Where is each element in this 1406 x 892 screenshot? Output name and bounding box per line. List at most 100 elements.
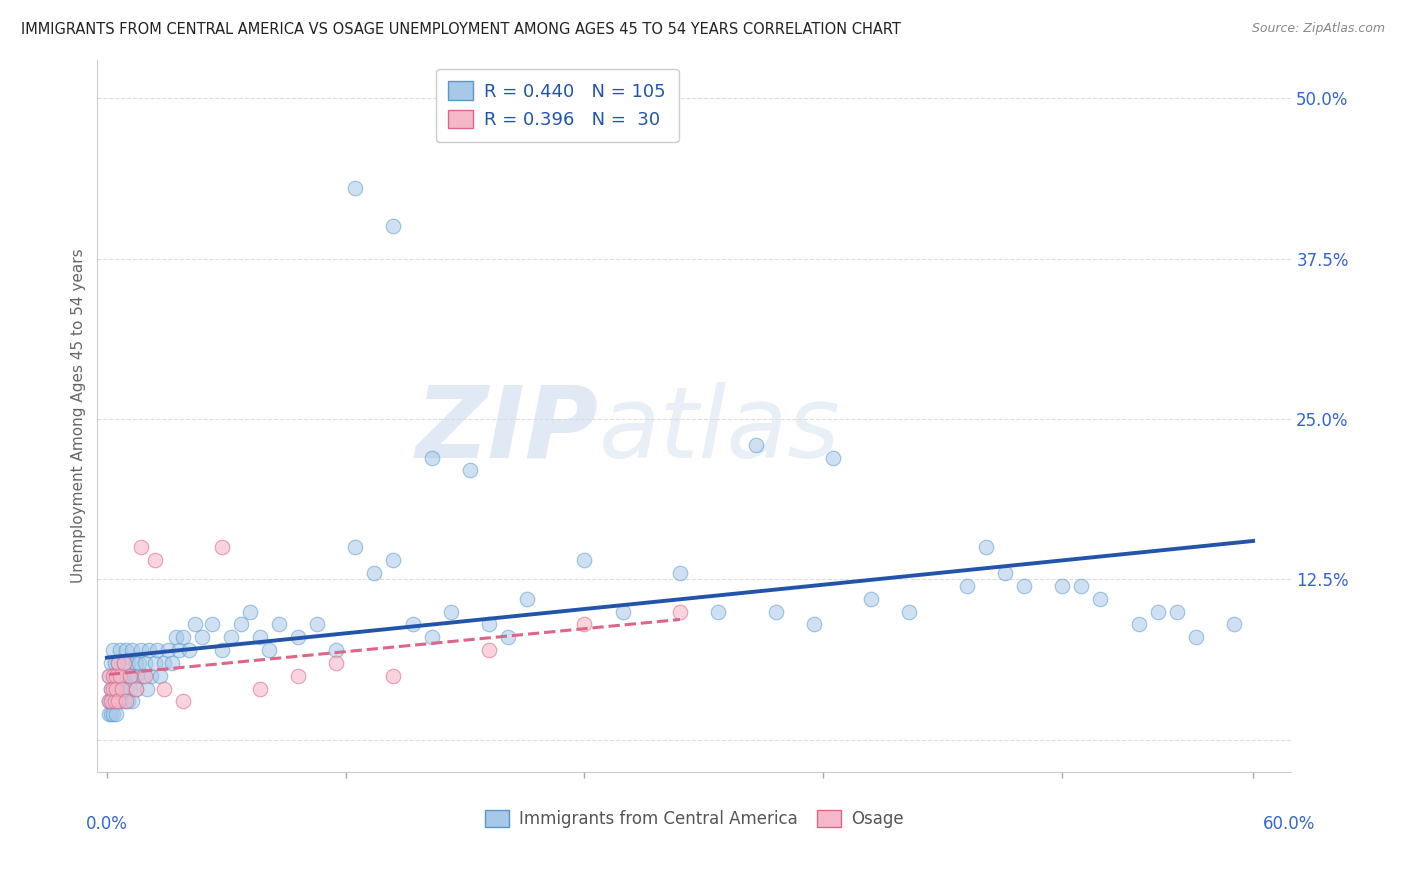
Point — [344, 181, 367, 195]
Point — [172, 694, 194, 708]
Point — [132, 669, 155, 683]
Point — [325, 656, 347, 670]
Text: Source: ZipAtlas.com: Source: ZipAtlas.com — [1251, 22, 1385, 36]
Point — [184, 617, 207, 632]
Point — [107, 656, 129, 670]
Point — [229, 617, 252, 632]
Point — [111, 669, 134, 683]
Point — [420, 450, 443, 465]
Point — [239, 605, 262, 619]
Point — [1050, 579, 1073, 593]
Point — [219, 630, 242, 644]
Point — [111, 681, 134, 696]
Point — [249, 630, 271, 644]
Point — [287, 630, 309, 644]
Point — [420, 630, 443, 644]
Point — [1223, 617, 1246, 632]
Point — [1185, 630, 1208, 644]
Point — [105, 707, 128, 722]
Point — [138, 643, 160, 657]
Point — [153, 681, 176, 696]
Point — [145, 643, 167, 657]
Legend: Immigrants from Central America, Osage: Immigrants from Central America, Osage — [478, 804, 910, 835]
Point — [803, 617, 825, 632]
Point — [97, 694, 120, 708]
Point — [574, 553, 596, 567]
Text: atlas: atlas — [599, 382, 841, 479]
Point — [100, 681, 122, 696]
Point — [118, 681, 141, 696]
Point — [97, 669, 120, 683]
Text: 60.0%: 60.0% — [1263, 814, 1315, 833]
Point — [165, 630, 187, 644]
Point — [115, 669, 138, 683]
Point — [103, 694, 125, 708]
Point — [107, 694, 129, 708]
Point — [115, 694, 138, 708]
Point — [765, 605, 787, 619]
Point — [127, 669, 149, 683]
Point — [118, 669, 141, 683]
Point — [974, 541, 997, 555]
Point — [124, 681, 146, 696]
Point — [115, 643, 138, 657]
Point — [1128, 617, 1150, 632]
Point — [401, 617, 423, 632]
Point — [112, 694, 135, 708]
Point — [97, 707, 120, 722]
Point — [458, 463, 481, 477]
Point — [124, 656, 146, 670]
Point — [669, 605, 692, 619]
Point — [745, 438, 768, 452]
Point — [110, 643, 132, 657]
Point — [134, 669, 156, 683]
Point — [382, 219, 405, 234]
Point — [118, 669, 141, 683]
Point — [129, 643, 152, 657]
Point — [344, 541, 367, 555]
Point — [305, 617, 328, 632]
Point — [97, 669, 120, 683]
Point — [287, 669, 309, 683]
Point — [496, 630, 519, 644]
Point — [191, 630, 214, 644]
Point — [134, 656, 156, 670]
Point — [478, 643, 501, 657]
Point — [994, 566, 1017, 580]
Point — [955, 579, 977, 593]
Point — [440, 605, 463, 619]
Point — [574, 617, 596, 632]
Point — [363, 566, 385, 580]
Point — [211, 643, 233, 657]
Point — [101, 669, 124, 683]
Point — [157, 643, 180, 657]
Point — [1090, 591, 1112, 606]
Point — [382, 669, 405, 683]
Point — [325, 643, 347, 657]
Point — [100, 694, 122, 708]
Point — [117, 694, 139, 708]
Point — [267, 617, 290, 632]
Point — [128, 656, 150, 670]
Point — [160, 656, 183, 670]
Point — [612, 605, 634, 619]
Point — [101, 707, 124, 722]
Point — [153, 656, 176, 670]
Text: IMMIGRANTS FROM CENTRAL AMERICA VS OSAGE UNEMPLOYMENT AMONG AGES 45 TO 54 YEARS : IMMIGRANTS FROM CENTRAL AMERICA VS OSAGE… — [21, 22, 901, 37]
Point — [112, 656, 135, 670]
Point — [149, 669, 172, 683]
Point — [669, 566, 692, 580]
Point — [121, 643, 143, 657]
Y-axis label: Unemployment Among Ages 45 to 54 years: Unemployment Among Ages 45 to 54 years — [72, 249, 86, 583]
Point — [107, 669, 129, 683]
Point — [103, 681, 125, 696]
Point — [100, 694, 122, 708]
Point — [259, 643, 281, 657]
Point — [143, 553, 166, 567]
Point — [103, 656, 125, 670]
Point — [105, 669, 128, 683]
Point — [1166, 605, 1188, 619]
Point — [707, 605, 730, 619]
Point — [97, 694, 120, 708]
Point — [100, 656, 122, 670]
